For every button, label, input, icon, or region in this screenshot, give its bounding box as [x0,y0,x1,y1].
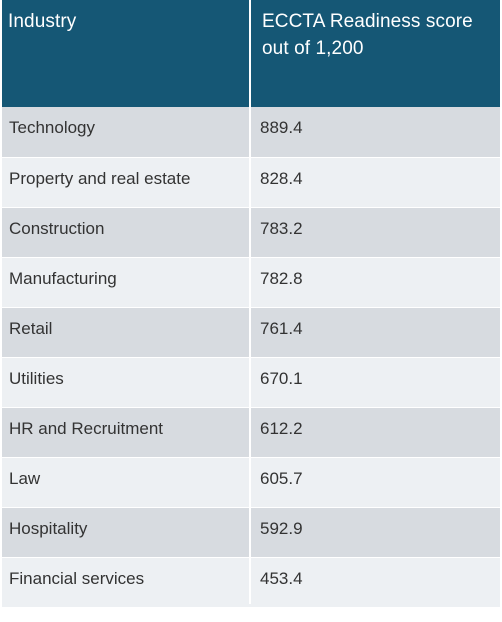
score-cell: 592.9 [260,519,303,538]
industry-cell: Property and real estate [9,169,191,188]
score-cell: 828.4 [260,169,303,188]
score-cell: 782.8 [260,269,303,288]
table-header: Industry ECCTA Readiness score out of 1,… [2,0,500,107]
industry-cell: Construction [9,219,105,238]
industry-cell: Law [9,469,41,488]
industry-cell: HR and Recruitment [9,419,164,438]
industry-cell: Financial services [9,569,145,588]
score-cell: 761.4 [260,319,303,338]
table-row: Manufacturing 782.8 [2,257,500,307]
industry-cell: Technology [9,118,96,137]
table-row: Construction 783.2 [2,207,500,257]
column-divider [249,0,251,604]
score-cell: 670.1 [260,369,303,388]
score-cell: 783.2 [260,219,303,238]
table-row: Utilities 670.1 [2,357,500,407]
table-row: Retail 761.4 [2,307,500,357]
table-row: Property and real estate 828.4 [2,157,500,207]
industry-cell: Utilities [9,369,64,388]
table-body: Technology 889.4 Property and real estat… [2,107,500,607]
score-cell: 453.4 [260,569,303,588]
industry-cell: Hospitality [9,519,88,538]
table-row: HR and Recruitment 612.2 [2,407,500,457]
header-industry: Industry [8,11,77,32]
table-row: Hospitality 592.9 [2,507,500,557]
header-score-line1: ECCTA Readiness score [262,11,473,32]
score-cell: 605.7 [260,469,303,488]
header-score: ECCTA Readiness score out of 1,200 [262,8,498,62]
table-row: Financial services 453.4 [2,557,500,607]
table-row: Technology 889.4 [2,107,500,157]
score-cell: 612.2 [260,419,303,438]
score-cell: 889.4 [260,118,303,137]
table-row: Law 605.7 [2,457,500,507]
industry-cell: Manufacturing [9,269,117,288]
header-score-line2: out of 1,200 [262,38,364,59]
industry-cell: Retail [9,319,53,338]
